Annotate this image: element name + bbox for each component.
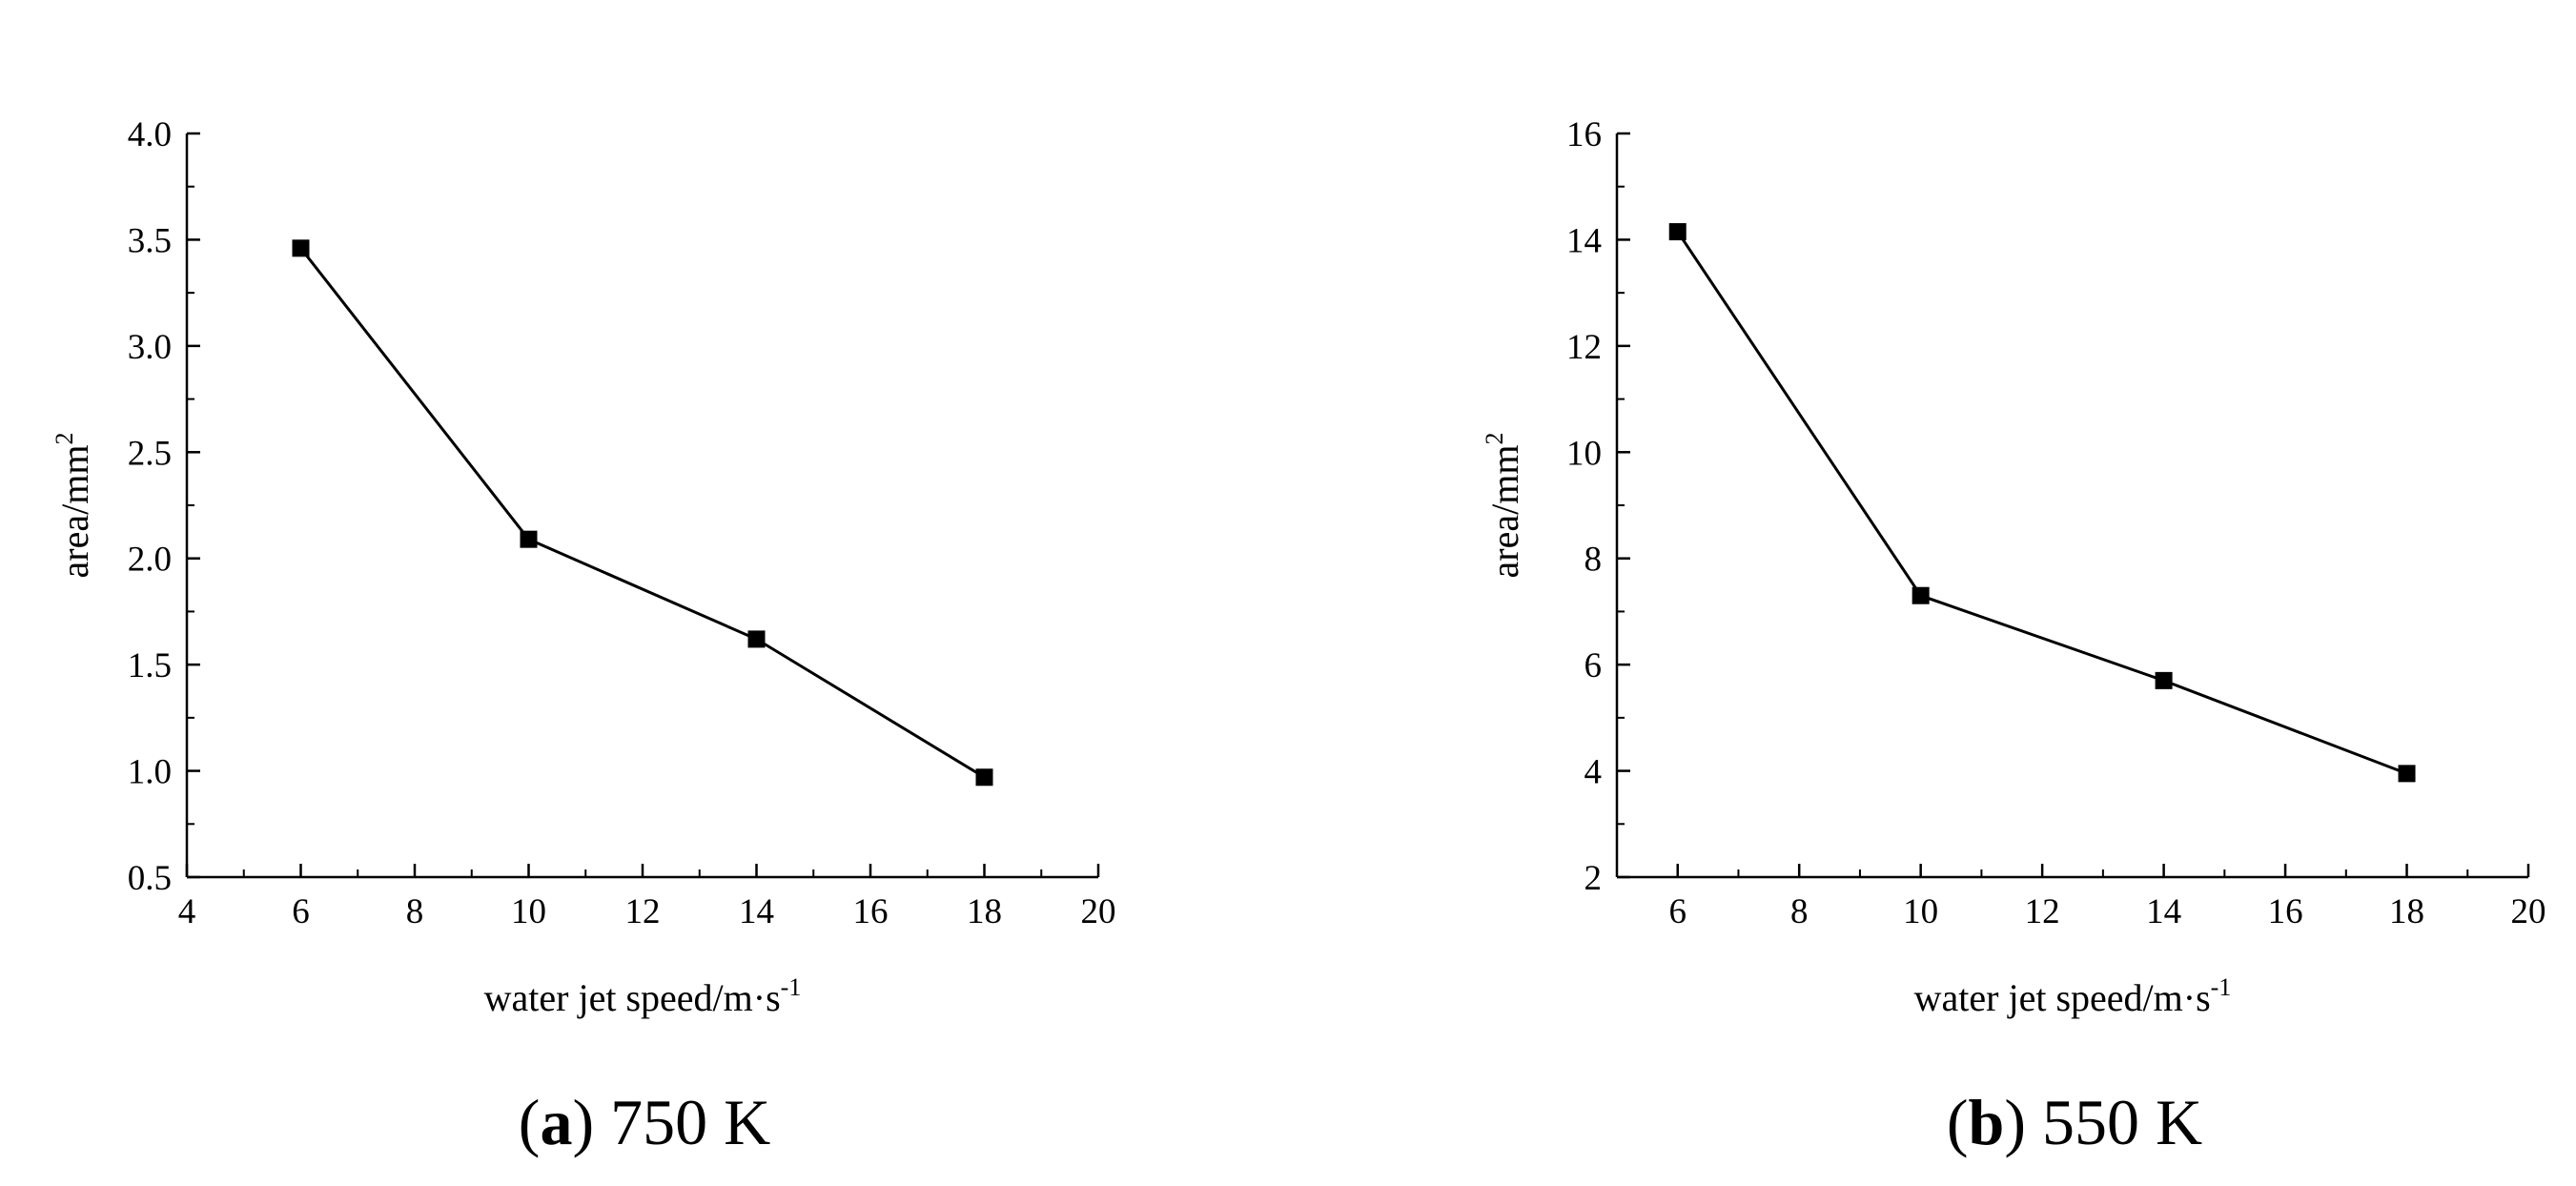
x-tick-label: 6 [292,892,310,931]
x-tick-label: 14 [739,892,774,931]
y-tick-label: 1.5 [128,646,172,685]
y-tick-label: 4.0 [128,115,172,154]
y-tick-label: 2 [1584,859,1603,898]
data-point-marker [2155,671,2173,689]
y-tick-label: 2.5 [128,434,172,473]
y-axis-title-text: area/mm [53,445,96,579]
caption-paren-close: ) [2004,1086,2042,1158]
series-line [299,247,986,779]
y-tick-label: 14 [1566,221,1602,260]
caption-text: 750 K [610,1086,770,1158]
y-tick-label: 6 [1584,646,1603,685]
x-tick-label: 4 [178,892,196,931]
x-tick-label: 8 [1790,892,1809,931]
x-axis-title: water jet speed/m·s-1 [484,973,802,1019]
y-tick-label: 16 [1566,115,1602,154]
y-tick-label: 1.0 [128,753,172,792]
x-axis-title-text: water jet speed/m·s [484,976,781,1019]
x-tick-label: 18 [2389,892,2424,931]
x-axis-title-superscript: -1 [781,973,802,1001]
x-tick-label: 14 [2146,892,2181,931]
series-line [1676,231,2408,775]
panel-caption: (a) 750 K [519,1086,770,1158]
y-tick-label: 3.0 [128,328,172,367]
data-point-marker [1912,586,1930,604]
x-axis-title-text: water jet speed/m·s [1914,976,2211,1019]
x-axis-title: water jet speed/m·s-1 [1914,973,2232,1019]
caption-text: 550 K [2042,1086,2202,1158]
data-point-marker [975,768,993,787]
x-tick-label: 10 [511,892,546,931]
y-tick-label: 3.5 [128,221,172,260]
caption-paren-open: ( [519,1086,541,1158]
y-tick-label: 12 [1566,328,1602,367]
y-axis-title-text: area/mm [1483,445,1526,579]
x-axis-title-superscript: -1 [2211,973,2232,1001]
y-axis-title-superscript: 2 [51,433,78,445]
chart-panel-b: 6 8 10 12 14 16 18 20 2 4 6 8 10 12 14 16 water jet spee… [1481,115,2546,1158]
caption-letter: b [1969,1086,2005,1158]
y-tick-label: 2.0 [128,541,172,580]
x-tick-label: 12 [625,892,661,931]
caption-paren-close: ) [572,1086,610,1158]
panel-caption: (b) 550 K [1947,1086,2202,1158]
y-tick-label: 8 [1584,541,1603,580]
x-tick-label: 12 [2025,892,2060,931]
data-point-marker [520,530,538,548]
x-tick-label: 16 [853,892,889,931]
y-tick-label: 4 [1584,753,1603,792]
data-point-marker [1668,223,1687,241]
x-tick-label: 10 [1903,892,1938,931]
chart-panel-a: 4 6 8 10 12 14 16 18 20 0.5 1.0 1.5 2.0 2.5 3.0 3.5 4.0 w… [51,115,1116,1158]
y-axis-title: area/mm2 [51,433,96,579]
y-tick-label: 10 [1566,434,1602,473]
x-tick-label: 6 [1668,892,1687,931]
x-tick-label: 8 [406,892,424,931]
data-point-marker [2398,765,2416,783]
y-tick-label: 0.5 [128,859,172,898]
x-tick-label: 20 [1081,892,1116,931]
y-axis-title-superscript: 2 [1481,433,1508,445]
data-point-marker [747,630,766,648]
x-tick-label: 16 [2268,892,2303,931]
y-axis-title: area/mm2 [1481,433,1526,579]
x-tick-label: 20 [2511,892,2546,931]
caption-letter: a [540,1086,572,1158]
caption-paren-open: ( [1947,1086,1969,1158]
x-tick-label: 18 [967,892,1002,931]
data-point-marker [292,239,310,257]
